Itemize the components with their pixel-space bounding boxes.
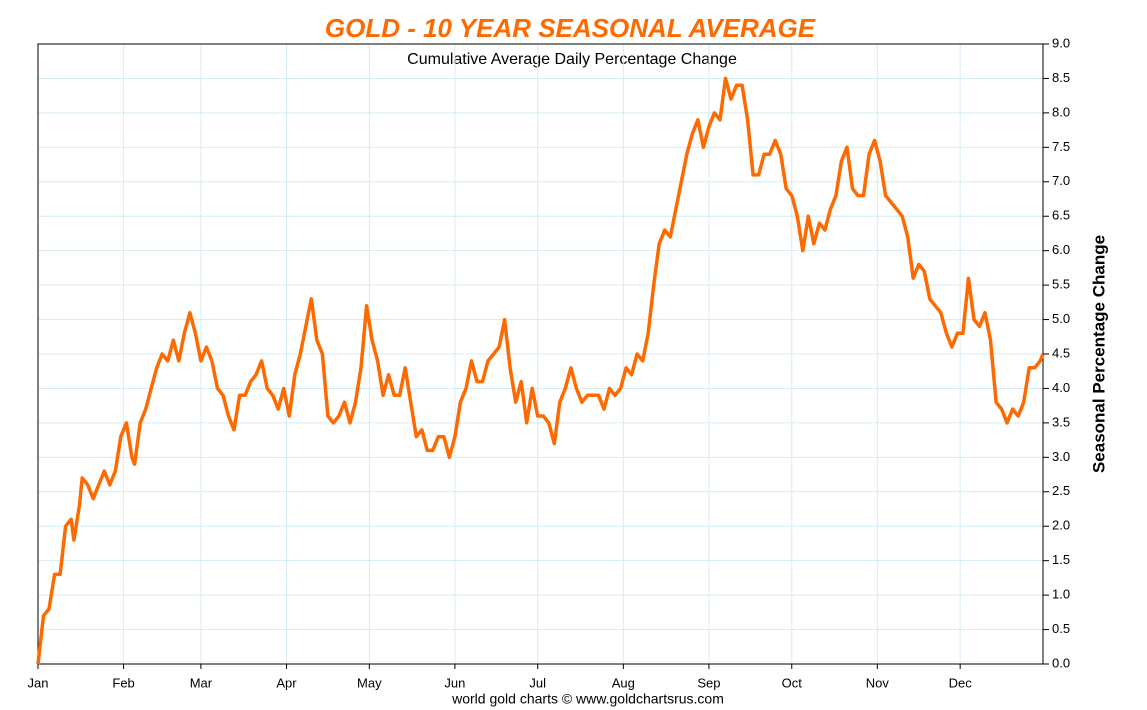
chart-title: GOLD - 10 YEAR SEASONAL AVERAGE bbox=[325, 13, 816, 43]
y-tick-label: 6.5 bbox=[1052, 208, 1070, 223]
x-tick-label: Feb bbox=[112, 675, 134, 690]
y-tick-label: 1.0 bbox=[1052, 587, 1070, 602]
x-tick-label: Sep bbox=[697, 675, 720, 690]
y-tick-label: 2.0 bbox=[1052, 518, 1070, 533]
y-tick-label: 3.5 bbox=[1052, 414, 1070, 429]
x-tick-label: Oct bbox=[782, 675, 803, 690]
footer: world gold charts © www.goldchartsrus.co… bbox=[451, 691, 724, 707]
y-tick-label: 5.5 bbox=[1052, 277, 1070, 292]
x-tick-label: Jul bbox=[529, 675, 546, 690]
y-tick-label: 3.0 bbox=[1052, 449, 1070, 464]
chart-subtitle: Cumulative Average Daily Percentage Chan… bbox=[407, 51, 737, 68]
y-tick-label: 1.5 bbox=[1052, 552, 1070, 567]
y-tick-label: 8.5 bbox=[1052, 70, 1070, 85]
y-tick-label: 4.0 bbox=[1052, 380, 1070, 395]
y-axis-label: Seasonal Percentage Change bbox=[1089, 235, 1108, 473]
x-tick-label: Mar bbox=[190, 675, 213, 690]
y-tick-label: 8.0 bbox=[1052, 104, 1070, 119]
y-tick-label: 0.0 bbox=[1052, 655, 1070, 670]
y-tick-label: 0.5 bbox=[1052, 621, 1070, 636]
x-tick-label: Apr bbox=[276, 675, 297, 690]
x-tick-label: Dec bbox=[949, 675, 973, 690]
x-tick-label: Nov bbox=[866, 675, 890, 690]
y-tick-label: 4.5 bbox=[1052, 345, 1070, 360]
x-tick-label: Aug bbox=[612, 675, 635, 690]
x-tick-label: Jan bbox=[28, 675, 49, 690]
x-tick-label: May bbox=[357, 675, 382, 690]
y-tick-label: 7.5 bbox=[1052, 139, 1070, 154]
x-tick-label: Jun bbox=[444, 675, 465, 690]
y-tick-label: 9.0 bbox=[1052, 35, 1070, 50]
y-tick-label: 7.0 bbox=[1052, 173, 1070, 188]
y-tick-label: 6.0 bbox=[1052, 242, 1070, 257]
line bbox=[36, 76, 1045, 665]
y-tick-label: 2.5 bbox=[1052, 483, 1070, 498]
y-tick-label: 5.0 bbox=[1052, 311, 1070, 326]
